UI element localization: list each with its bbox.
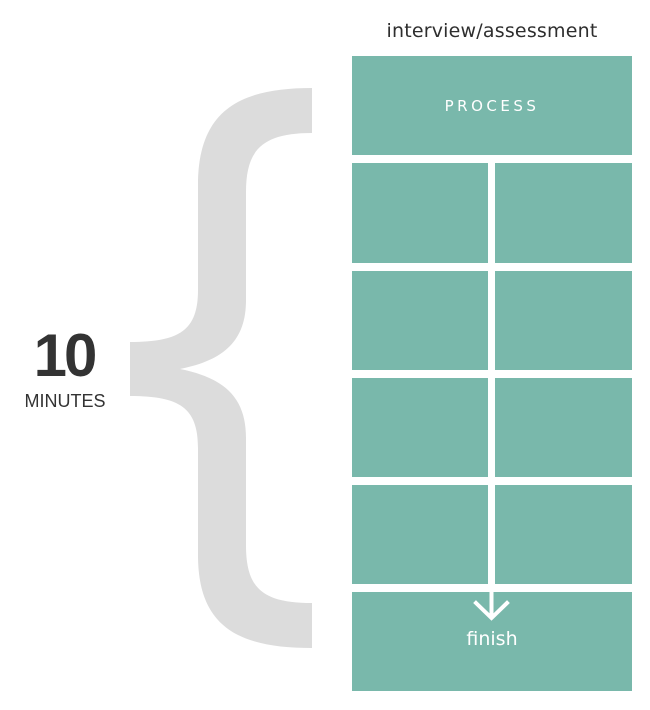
step-cell-4-left [352, 485, 488, 584]
step-cell-3-left [352, 378, 488, 477]
diagram-heading: interview/assessment [386, 20, 598, 42]
step-cell-3-right [495, 378, 632, 477]
finish-label: finish [466, 628, 518, 650]
duration-unit: MINUTES [24, 391, 106, 411]
process-block: PROCESS [352, 56, 632, 155]
step-cell-2-right [495, 271, 632, 370]
step-cell-1-right [495, 163, 632, 263]
duration-value: 10 [33, 322, 98, 389]
step-cell-4-right [495, 485, 632, 584]
step-cell-2-left [352, 271, 488, 370]
process-label: PROCESS [444, 97, 540, 115]
finish-block: finish [352, 592, 632, 691]
step-cell-1-left [352, 163, 488, 263]
